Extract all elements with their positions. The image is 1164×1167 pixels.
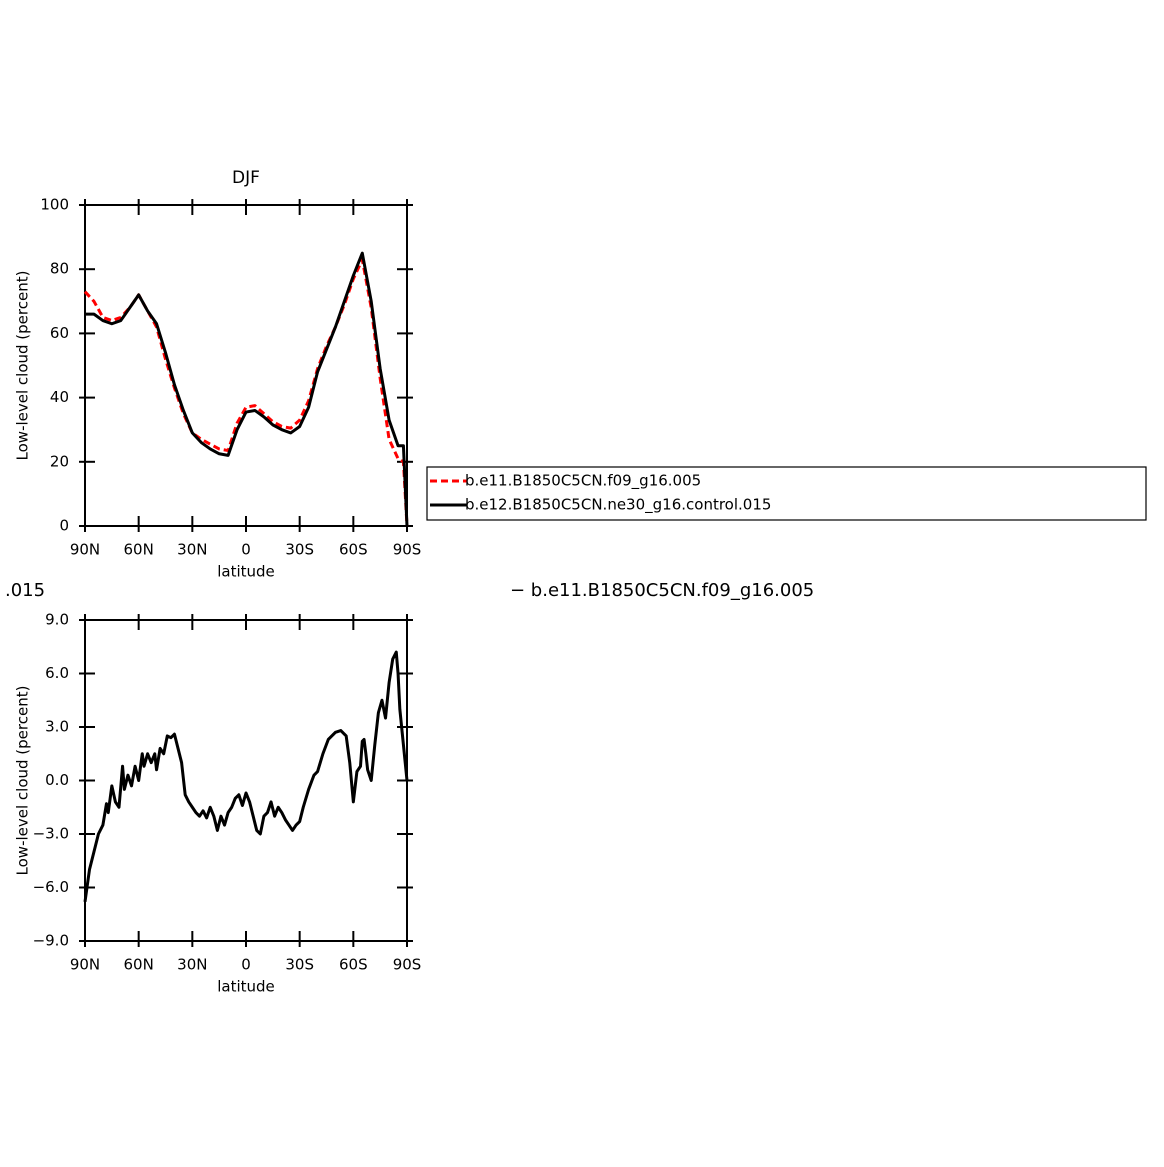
y-tick-label: 3.0	[45, 718, 69, 736]
x-tick-label: 0	[241, 541, 251, 559]
x-axis-label: latitude	[217, 978, 275, 996]
legend-box	[426, 466, 1147, 521]
x-axis-label: latitude	[217, 563, 275, 581]
x-tick-label: 60N	[124, 956, 154, 974]
data-line	[83, 650, 409, 902]
y-tick-label: 100	[40, 196, 69, 214]
legend-label: b.e11.B1850C5CN.f09_g16.005	[465, 472, 701, 491]
y-tick-label: −9.0	[33, 932, 69, 950]
y-axis-label: Low-level cloud (percent)	[14, 271, 32, 461]
x-tick-label: 90N	[70, 541, 100, 559]
y-tick-label: 0	[59, 517, 69, 535]
x-tick-label: 90N	[70, 956, 100, 974]
y-tick-label: 80	[50, 260, 69, 278]
chart-title: DJF	[232, 168, 260, 188]
y-tick-label: −6.0	[33, 878, 69, 896]
x-tick-label: 60S	[339, 541, 368, 559]
y-tick-label: 6.0	[45, 664, 69, 682]
x-tick-label: 30S	[285, 956, 314, 974]
x-tick-label: 30N	[177, 541, 207, 559]
annotation: .015	[5, 580, 45, 601]
x-tick-label: 60N	[124, 541, 154, 559]
y-tick-label: 60	[50, 324, 69, 342]
x-tick-label: 0	[241, 956, 251, 974]
x-tick-label: 30N	[177, 956, 207, 974]
y-tick-label: 0.0	[45, 771, 69, 789]
x-tick-label: 90S	[393, 541, 422, 559]
data-line	[85, 251, 409, 527]
y-tick-label: −3.0	[33, 825, 69, 843]
legend-label: b.e12.B1850C5CN.ne30_g16.control.015	[465, 496, 771, 515]
x-tick-label: 90S	[393, 956, 422, 974]
annotation: − b.e11.B1850C5CN.f09_g16.005	[510, 580, 814, 601]
x-tick-label: 30S	[285, 541, 314, 559]
y-tick-label: 9.0	[45, 611, 69, 629]
y-tick-label: 20	[50, 452, 69, 470]
y-tick-label: 40	[50, 388, 69, 406]
y-axis-label: Low-level cloud (percent)	[14, 686, 32, 876]
x-tick-label: 60S	[339, 956, 368, 974]
